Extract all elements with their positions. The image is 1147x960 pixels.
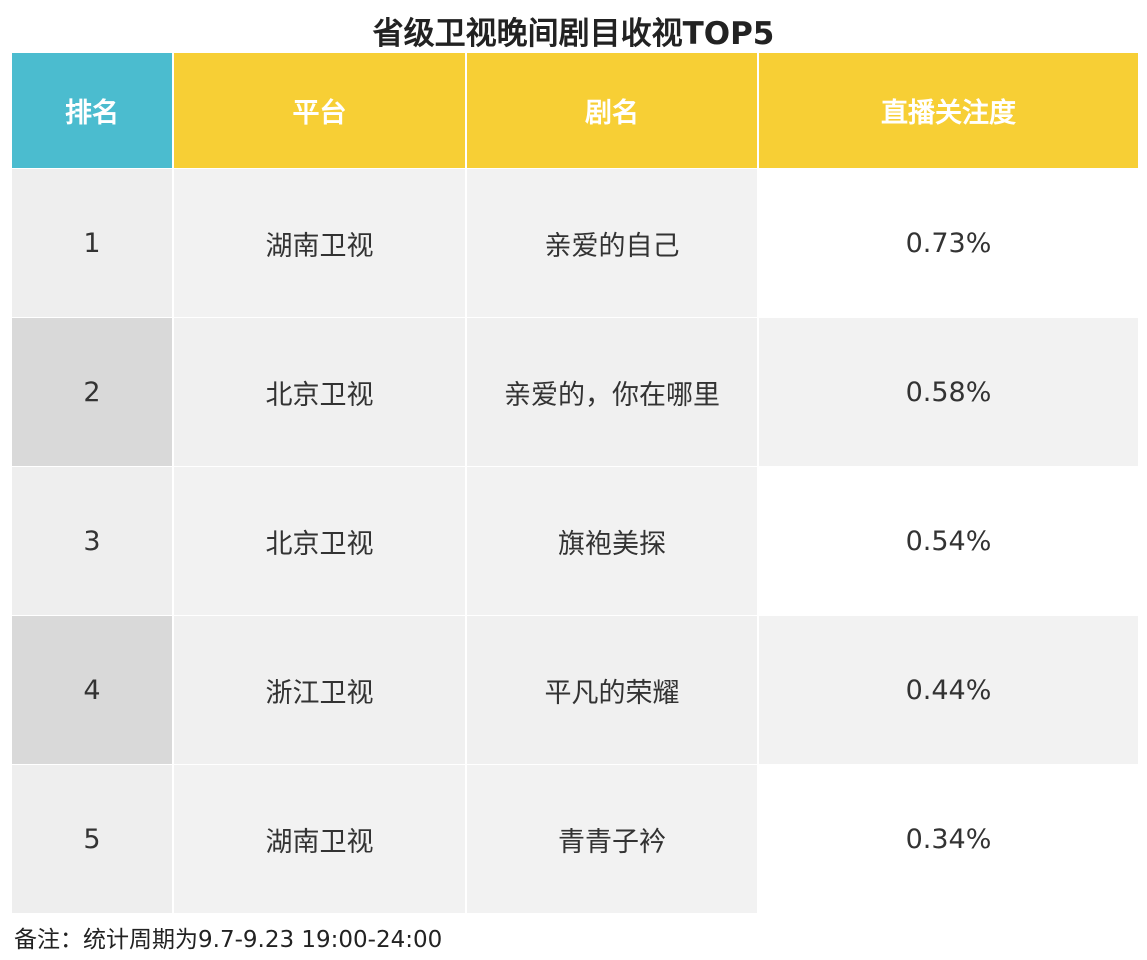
- header-attention: 直播关注度: [759, 53, 1138, 168]
- platform-cell: 湖南卫视: [174, 765, 465, 913]
- rank-cell: 2: [12, 318, 172, 466]
- footnote: 备注：统计周期为9.7-9.23 19:00-24:00: [14, 927, 443, 953]
- rank-cell: 1: [12, 169, 172, 317]
- rank-cell: 3: [12, 467, 172, 615]
- table-row: 4 浙江卫视 平凡的荣耀 0.44%: [12, 616, 1138, 764]
- drama-cell: 青青子衿: [467, 765, 757, 913]
- ratings-table: 排名 平台 剧名 直播关注度 1 湖南卫视 亲爱的自己 0.73% 2 北京卫视…: [12, 53, 1138, 913]
- rank-cell: 5: [12, 765, 172, 913]
- attention-cell: 0.58%: [759, 318, 1138, 466]
- drama-cell: 亲爱的自己: [467, 169, 757, 317]
- attention-cell: 0.54%: [759, 467, 1138, 615]
- attention-cell: 0.44%: [759, 616, 1138, 764]
- header-drama: 剧名: [467, 53, 757, 168]
- table-row: 3 北京卫视 旗袍美探 0.54%: [12, 467, 1138, 615]
- drama-cell: 旗袍美探: [467, 467, 757, 615]
- table-row: 1 湖南卫视 亲爱的自己 0.73%: [12, 169, 1138, 317]
- header-platform: 平台: [174, 53, 465, 168]
- table-row: 2 北京卫视 亲爱的，你在哪里 0.58%: [12, 318, 1138, 466]
- header-rank: 排名: [12, 53, 172, 168]
- rank-cell: 4: [12, 616, 172, 764]
- page-title: 省级卫视晚间剧目收视TOP5: [372, 16, 775, 52]
- platform-cell: 北京卫视: [174, 467, 465, 615]
- table-header-row: 排名 平台 剧名 直播关注度: [12, 53, 1138, 168]
- platform-cell: 湖南卫视: [174, 169, 465, 317]
- attention-cell: 0.34%: [759, 765, 1138, 913]
- platform-cell: 北京卫视: [174, 318, 465, 466]
- attention-cell: 0.73%: [759, 169, 1138, 317]
- platform-cell: 浙江卫视: [174, 616, 465, 764]
- drama-cell: 平凡的荣耀: [467, 616, 757, 764]
- drama-cell: 亲爱的，你在哪里: [467, 318, 757, 466]
- table-row: 5 湖南卫视 青青子衿 0.34%: [12, 765, 1138, 913]
